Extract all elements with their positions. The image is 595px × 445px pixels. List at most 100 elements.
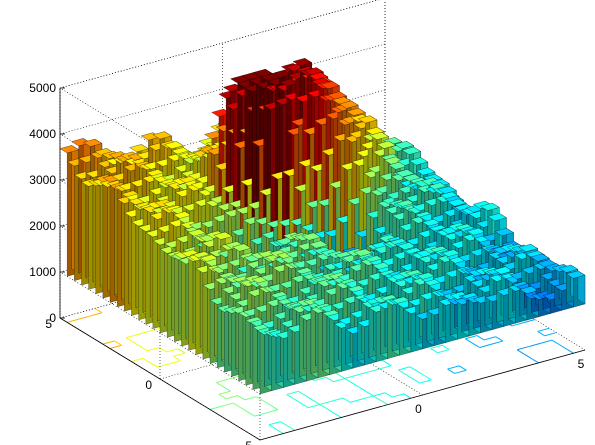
contour-segment bbox=[131, 357, 144, 363]
contour-segment bbox=[102, 340, 115, 345]
surface-top bbox=[346, 107, 366, 116]
contour-segment bbox=[383, 360, 392, 367]
contour-segment bbox=[215, 382, 224, 388]
contour-segment bbox=[67, 318, 79, 323]
contour-segment bbox=[447, 365, 460, 370]
contour-segment bbox=[351, 382, 360, 388]
surface-top bbox=[394, 140, 414, 149]
contour-segment bbox=[140, 346, 148, 352]
contour-segment bbox=[350, 398, 362, 403]
contour-segment bbox=[78, 315, 91, 320]
contour-segment bbox=[405, 373, 413, 380]
contour-segment bbox=[483, 336, 496, 341]
contour-segment bbox=[540, 339, 553, 344]
contour-segment bbox=[223, 386, 231, 392]
surface-top bbox=[308, 240, 329, 249]
contour-segment bbox=[173, 352, 186, 357]
y-tick-label: 5 bbox=[45, 317, 52, 331]
back-gridline-z bbox=[59, 43, 386, 135]
contour-segment bbox=[244, 396, 257, 401]
surface-top bbox=[408, 157, 429, 166]
contour-segment bbox=[392, 393, 404, 398]
contour-segment bbox=[344, 378, 353, 384]
contour-segment bbox=[523, 319, 536, 324]
contour-segment bbox=[344, 374, 357, 379]
surface-top bbox=[292, 58, 313, 66]
contour-segment bbox=[137, 330, 150, 335]
contour-segment bbox=[551, 339, 560, 345]
contour-segment bbox=[125, 337, 134, 343]
contour-segment bbox=[221, 402, 234, 407]
y-tick-label: -5 bbox=[241, 439, 252, 445]
contour-segment bbox=[114, 340, 122, 346]
contour-segment bbox=[166, 348, 178, 353]
contour-segment bbox=[430, 348, 438, 354]
contour-segment bbox=[275, 428, 284, 434]
contour-segment bbox=[472, 342, 480, 348]
contour-segment bbox=[441, 344, 450, 350]
surface-top bbox=[487, 213, 507, 222]
contour-segment bbox=[319, 400, 332, 405]
contour-segment bbox=[537, 327, 550, 332]
surface-mesh bbox=[59, 58, 586, 395]
contour-segment bbox=[286, 390, 299, 396]
contour-segment bbox=[516, 349, 525, 355]
contour-segment bbox=[367, 368, 380, 373]
contour-segment bbox=[142, 357, 151, 364]
contour-segment bbox=[412, 378, 421, 384]
contour-segment bbox=[430, 344, 443, 349]
y-axis-line bbox=[59, 317, 261, 441]
contour-segment bbox=[256, 396, 264, 402]
contour-segment bbox=[373, 395, 381, 401]
surface-top bbox=[82, 138, 103, 147]
contour-segment bbox=[94, 307, 103, 314]
contour-segment bbox=[403, 393, 412, 399]
contour-segment bbox=[268, 421, 281, 426]
contour-segment bbox=[147, 347, 160, 352]
contour-segment bbox=[524, 353, 532, 359]
surface-top bbox=[494, 228, 514, 237]
contour-segment bbox=[458, 365, 467, 371]
surface-top bbox=[213, 231, 233, 240]
contour-segment bbox=[361, 395, 374, 400]
contour-segment bbox=[300, 402, 309, 409]
z-tick-label: 2000 bbox=[29, 219, 56, 233]
contour-segment bbox=[280, 421, 288, 427]
contour-segment bbox=[177, 348, 186, 354]
contour-segment bbox=[305, 395, 313, 401]
contour-segment bbox=[268, 424, 277, 430]
contour-segment bbox=[511, 322, 524, 327]
contour-segment bbox=[380, 399, 388, 406]
contour-segment bbox=[227, 375, 240, 380]
contour-segment bbox=[398, 366, 411, 371]
surface-top bbox=[357, 115, 378, 124]
contour-segment bbox=[218, 393, 227, 400]
surface-top bbox=[164, 141, 184, 150]
contour-segment bbox=[237, 395, 246, 401]
contour-segment bbox=[308, 403, 320, 409]
surface-top bbox=[369, 131, 389, 140]
contour-segment bbox=[157, 363, 170, 368]
contour-segment bbox=[325, 376, 334, 383]
surface-top bbox=[272, 70, 292, 79]
contour-segment bbox=[517, 346, 529, 351]
contour-segment bbox=[479, 343, 492, 348]
surface-top bbox=[401, 146, 422, 155]
x-tick-label: 0 bbox=[415, 402, 422, 416]
contour-segment bbox=[358, 386, 367, 392]
surface-top bbox=[59, 145, 80, 154]
surface-top bbox=[231, 243, 252, 252]
contour-segment bbox=[240, 407, 248, 413]
contour-segment bbox=[298, 390, 306, 397]
contour-segment bbox=[476, 335, 485, 341]
contour-segment bbox=[416, 370, 425, 376]
contour-segment bbox=[424, 375, 432, 381]
surface-top bbox=[301, 232, 322, 241]
contour-segment bbox=[333, 378, 345, 383]
contour-segment bbox=[168, 360, 181, 365]
contour-segment bbox=[495, 336, 504, 342]
contour-segment bbox=[173, 355, 181, 362]
contour-segment bbox=[365, 391, 374, 397]
contour-segment bbox=[342, 397, 351, 403]
contour-segment bbox=[544, 332, 557, 337]
